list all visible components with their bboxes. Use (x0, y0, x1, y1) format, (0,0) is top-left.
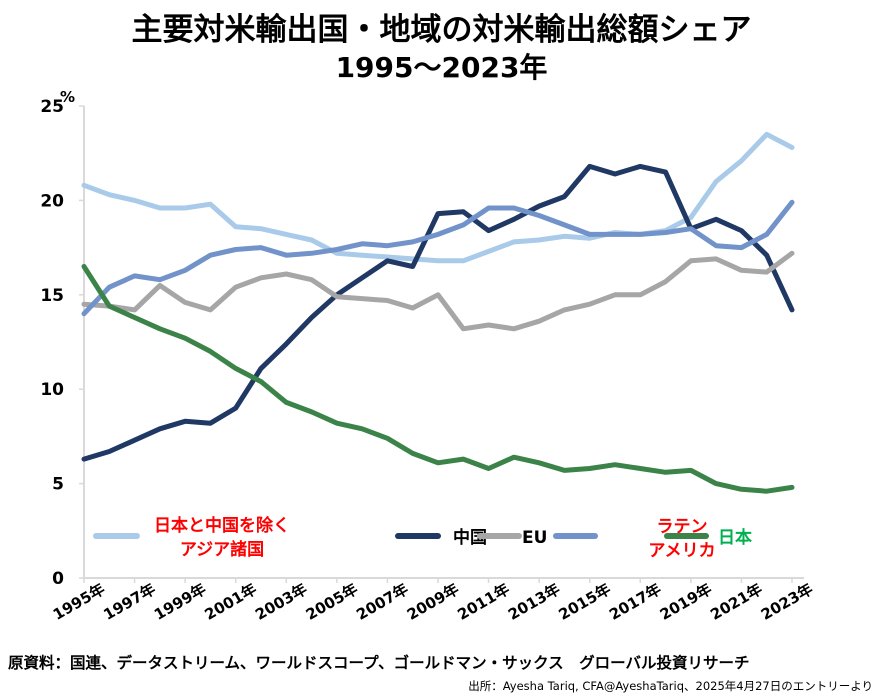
legend-label-0-line2: アジア諸国 (180, 539, 264, 560)
x-tick-label: 2003年 (252, 580, 310, 624)
y-tick-label: 15 (40, 286, 64, 306)
series-line-4 (81, 264, 795, 494)
legend-label-3: ラテン (657, 517, 708, 537)
y-tick-label: 10 (40, 380, 64, 400)
x-tick-label: 2017年 (606, 580, 664, 624)
series-line-3 (81, 199, 795, 317)
series-line-1 (81, 163, 795, 462)
x-tick-label: 1999年 (151, 580, 209, 624)
legend-label-4: 日本 (718, 527, 752, 548)
legend-label-3-line2: アメリカ (648, 541, 715, 561)
x-tick-label: 1997年 (100, 580, 158, 624)
x-tick-label: 2015年 (556, 580, 614, 624)
x-tick-label: 2001年 (202, 580, 260, 624)
x-tick-label: 2013年 (505, 580, 563, 624)
legend-label-0: 日本と中国を除く (154, 515, 290, 536)
line-chart: 0510152025%1995年1997年1999年2001年2003年2005… (40, 88, 816, 624)
y-tick-label: 20 (40, 191, 64, 211)
y-unit-label: % (60, 88, 75, 106)
source-note: 原資料：国連、データストリーム、ワールドスコープ、ゴールドマン・サックス グロー… (8, 654, 750, 672)
x-tick-label: 2021年 (707, 580, 765, 624)
x-tick-label: 2009年 (404, 580, 462, 624)
x-tick-label: 2019年 (657, 580, 715, 624)
legend-label-1: 中国 (453, 527, 487, 548)
y-tick-label: 0 (52, 569, 64, 589)
x-tick-label: 2011年 (454, 580, 512, 624)
series-line-0 (81, 131, 795, 264)
y-tick-label: 25 (40, 97, 64, 117)
series-layer (81, 131, 795, 494)
legend-label-2: EU (522, 528, 547, 548)
y-tick-label: 5 (52, 475, 64, 495)
series-line-2 (81, 250, 795, 332)
citation-note: 出所：Ayesha Tariq, CFA@AyeshaTariq、2025年4月… (468, 679, 873, 693)
x-tick-label: 2023年 (758, 580, 816, 624)
x-tick-label: 2007年 (353, 580, 411, 624)
chart-subtitle: 1995～2023年 (335, 51, 548, 84)
chart-title: 主要対米輸出国・地域の対米輸出総額シェア (131, 12, 752, 48)
x-tick-label: 2005年 (303, 580, 361, 624)
